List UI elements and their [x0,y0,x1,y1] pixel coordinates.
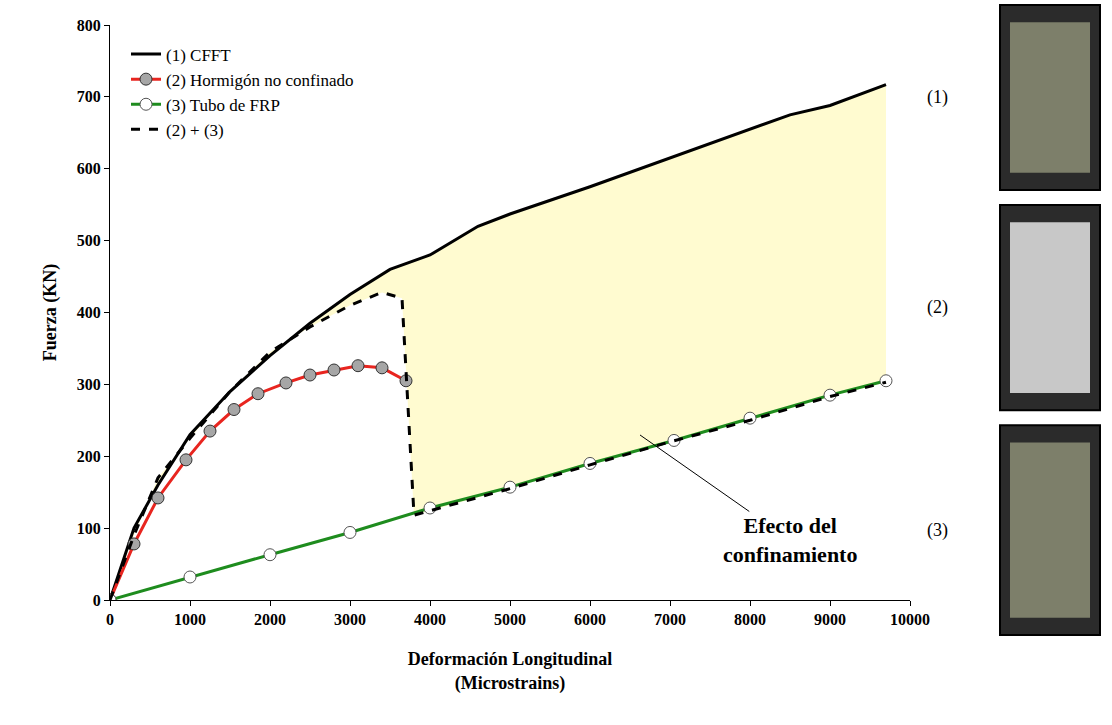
svg-text:400: 400 [77,304,101,321]
svg-text:6000: 6000 [574,611,606,628]
svg-text:Efecto delconfinamiento: Efecto delconfinamiento [723,513,857,567]
svg-text:7000: 7000 [654,611,686,628]
svg-text:0: 0 [106,611,114,628]
svg-text:(2): (2) [927,297,948,318]
svg-text:9000: 9000 [814,611,846,628]
svg-text:(2) + (3): (2) + (3) [166,121,224,140]
svg-text:3000: 3000 [334,611,366,628]
svg-text:(3) Tubo de FRP: (3) Tubo de FRP [166,96,280,115]
svg-text:0: 0 [93,592,101,609]
svg-text:Deformación Longitudinal(Micro: Deformación Longitudinal(Microstrains) [408,649,613,693]
svg-text:8000: 8000 [734,611,766,628]
svg-text:100: 100 [77,520,101,537]
svg-text:500: 500 [77,232,101,249]
svg-text:4000: 4000 [414,611,446,628]
svg-text:700: 700 [77,88,101,105]
svg-text:1000: 1000 [174,611,206,628]
svg-text:300: 300 [77,376,101,393]
svg-text:10000: 10000 [890,611,930,628]
svg-text:Fuerza (KN): Fuerza (KN) [40,264,61,361]
svg-text:2000: 2000 [254,611,286,628]
svg-text:200: 200 [77,448,101,465]
svg-text:(1) CFFT: (1) CFFT [166,46,231,65]
svg-text:5000: 5000 [494,611,526,628]
svg-text:(1): (1) [927,87,948,108]
svg-text:600: 600 [77,160,101,177]
svg-text:(3): (3) [927,520,948,541]
svg-text:(2) Hormigón no confinado: (2) Hormigón no confinado [166,71,353,90]
svg-text:800: 800 [77,17,101,34]
